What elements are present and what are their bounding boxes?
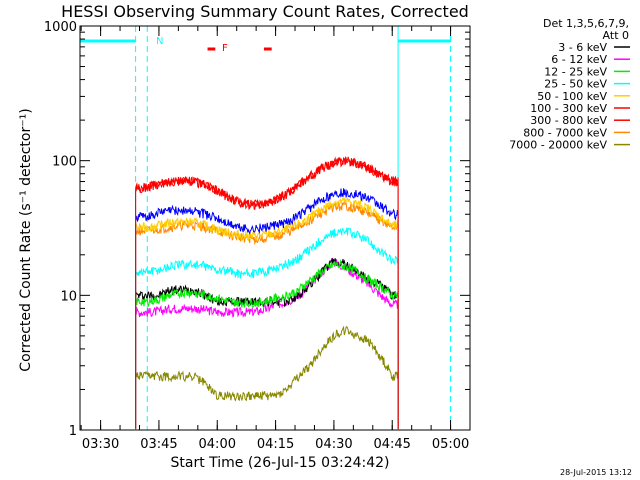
timestamp: 28-Jul-2015 13:12: [560, 468, 632, 477]
series-line-2: [135, 259, 399, 429]
legend-label-1: 6 - 12 keV: [551, 53, 607, 66]
plot-frame: [79, 25, 471, 431]
y-tick-label-3: 1000: [44, 20, 77, 35]
legend-label-8: 7000 - 20000 keV: [509, 139, 607, 152]
series-line-4: [135, 195, 399, 429]
legend-label-7: 800 - 7000 keV: [523, 126, 607, 139]
series-line-9: [135, 188, 399, 429]
legend-header-line2: Att 0: [603, 29, 629, 42]
series-line-5: [135, 156, 399, 429]
legend-label-6: 300 - 800 keV: [530, 114, 607, 127]
legend-label-5: 100 - 300 keV: [530, 102, 607, 115]
legend-label-2: 12 - 25 keV: [544, 65, 607, 78]
series-line-8: [135, 325, 399, 429]
annotation-n: N: [156, 36, 163, 47]
legend-label-0: 3 - 6 keV: [558, 41, 607, 54]
x-tick-label-1: 03:45: [140, 437, 177, 452]
legend-label-3: 25 - 50 keV: [544, 78, 607, 91]
series-line-1: [135, 257, 399, 429]
x-tick-label-5: 04:45: [373, 437, 410, 452]
x-tick-label-6: 05:00: [432, 437, 469, 452]
legend-header-line1: Det 1,3,5,6,7,9,: [543, 17, 629, 30]
x-tick-label-2: 04:00: [199, 437, 236, 452]
chart-title: HESSI Observing Summary Count Rates, Cor…: [61, 2, 469, 21]
x-tick-label-4: 04:30: [315, 437, 352, 452]
legend-label-4: 50 - 100 keV: [537, 90, 607, 103]
x-tick-label-3: 04:15: [257, 437, 294, 452]
y-tick-label-1: 10: [60, 289, 77, 304]
series-line-0: [135, 258, 399, 429]
plot-layer: [80, 26, 452, 430]
series-line-3: [135, 227, 399, 429]
y-tick-label-0: 1: [69, 424, 77, 439]
annotation-f: F: [222, 43, 228, 54]
axis-layer: 1 10 100 1000 03:30 03:45 04:00 04:15 04:30 04:45…: [44, 20, 471, 452]
x-tick-label-0: 03:30: [82, 437, 119, 452]
y-axis-label: Corrected Count Rate (s⁻¹ detector⁻¹): [18, 108, 34, 371]
x-axis-label: Start Time (26-Jul-15 03:24:42): [170, 455, 389, 471]
y-tick-label-2: 100: [52, 155, 77, 170]
